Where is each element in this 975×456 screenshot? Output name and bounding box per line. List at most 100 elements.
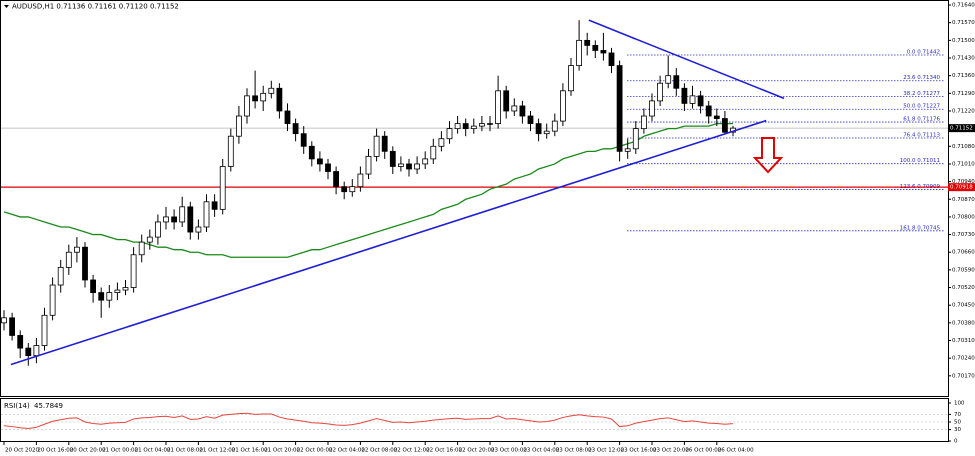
candle-body [681, 87, 688, 104]
trend-line [588, 19, 785, 100]
candle-body [389, 150, 396, 167]
candle-body [349, 186, 356, 193]
candle-body [657, 82, 663, 102]
candle-body [365, 155, 372, 175]
candle-body [1, 317, 7, 324]
x-tick-label: 22 Oct 08:00 [361, 448, 397, 454]
candle-body [49, 284, 56, 316]
y-tick-label: 0.71500 [952, 38, 975, 44]
x-tick-label: 21 Oct 00:00 [102, 448, 138, 454]
candle-body [713, 115, 720, 119]
candle-body [511, 105, 518, 112]
current-price-label: 0.71152 [950, 126, 973, 132]
candle-body [430, 145, 437, 160]
candle-body [138, 241, 145, 256]
x-tick-label: 26 Oct 00:00 [685, 448, 721, 454]
x-tick-label: 20 Oct 2020 [5, 448, 40, 454]
candle-body [470, 125, 477, 130]
x-tick-label: 22 Oct 00:00 [297, 448, 333, 454]
candle-body [74, 246, 80, 253]
x-tick-label: 26 Oct 04:00 [718, 448, 754, 454]
candle-body [146, 236, 153, 243]
candle-body [705, 105, 712, 117]
rsi-title: RSI(14) [4, 402, 30, 410]
down-arrow [752, 137, 784, 174]
y-tick-label: 0.71080 [952, 144, 975, 150]
candle-body [438, 138, 445, 147]
y-tick-label: 0.70870 [952, 197, 975, 203]
candle-body [673, 75, 680, 89]
candle-body [632, 128, 639, 150]
candle-body [268, 87, 275, 94]
candle-body [600, 50, 607, 54]
candle-body [665, 75, 672, 84]
candle-body [25, 347, 32, 357]
rsi-tick-label: 30 [954, 427, 961, 433]
candle-body [308, 145, 315, 160]
y-tick-label: 0.70660 [952, 250, 975, 256]
candle-body [519, 105, 526, 117]
candle-body [551, 120, 558, 132]
support-price-label: 0.70918 [950, 185, 973, 191]
candle-body [641, 115, 647, 130]
y-tick-label: 0.71430 [952, 56, 975, 62]
candle-body [325, 163, 331, 172]
candle-body [584, 39, 591, 46]
candle-body [333, 171, 340, 188]
candle-body [576, 39, 582, 66]
candle-body [235, 115, 242, 137]
candle-body [454, 123, 461, 130]
candle-body [381, 135, 388, 152]
moving-average [3, 122, 733, 258]
candle-body [227, 135, 234, 167]
candle-body [341, 186, 348, 193]
y-tick-label: 0.70590 [952, 267, 975, 273]
fib-label: 61.8 0.71176 [903, 117, 940, 123]
x-tick-label: 20 Oct 20:00 [70, 448, 106, 454]
fib-label: 50.0 0.71227 [903, 104, 940, 110]
current-price-box [948, 124, 975, 133]
candle-body [503, 90, 510, 112]
y-tick-label: 0.71570 [952, 20, 975, 26]
y-tick-label: 0.71640 [952, 3, 975, 9]
candle-body [649, 100, 655, 117]
candle-body [616, 65, 623, 152]
x-tick-label: 22 Oct 04:00 [329, 448, 365, 454]
y-tick-label: 0.70730 [952, 232, 975, 238]
y-tick-label: 0.70380 [952, 320, 975, 326]
y-tick-label: 0.70450 [952, 303, 975, 309]
fib-label: 161.8 0.70745 [900, 225, 941, 231]
candle-body [179, 206, 186, 223]
candle-body [122, 287, 129, 291]
rsi-line [3, 412, 734, 429]
candle-body [114, 289, 121, 293]
candle-body [397, 163, 404, 167]
y-tick-label: 0.70240 [952, 356, 975, 362]
x-tick-label: 21 Oct 12:00 [199, 448, 235, 454]
chart-title: AUDUSD,H1 0.71136 0.71161 0.71120 0.7115… [12, 3, 179, 11]
candle-body [130, 254, 137, 288]
candle-body [203, 201, 210, 228]
x-tick-label: 21 Oct 04:00 [135, 448, 171, 454]
x-tick-label: 23 Oct 08:00 [556, 448, 592, 454]
x-tick-label: 23 Oct 00:00 [491, 448, 527, 454]
fib-label: 100.0 0.71011 [900, 158, 940, 164]
candle-body [406, 163, 412, 170]
candle-body [535, 123, 542, 135]
candle-body [276, 87, 283, 112]
candle-body [211, 201, 218, 210]
rsi-tick-label: 100 [954, 401, 965, 407]
y-tick-label: 0.71360 [952, 73, 975, 79]
x-tick-label: 23 Oct 16:00 [621, 448, 657, 454]
candle-body [90, 279, 96, 293]
rsi-panel [0, 398, 949, 442]
y-tick-label: 0.71010 [952, 161, 975, 167]
menu-icon [4, 5, 9, 8]
candle-body [689, 95, 696, 104]
candle-body [98, 292, 105, 301]
rsi-value: 45.7849 [34, 402, 63, 410]
candle-body [65, 251, 72, 268]
candle-body [244, 95, 250, 117]
candle-body [82, 246, 88, 281]
